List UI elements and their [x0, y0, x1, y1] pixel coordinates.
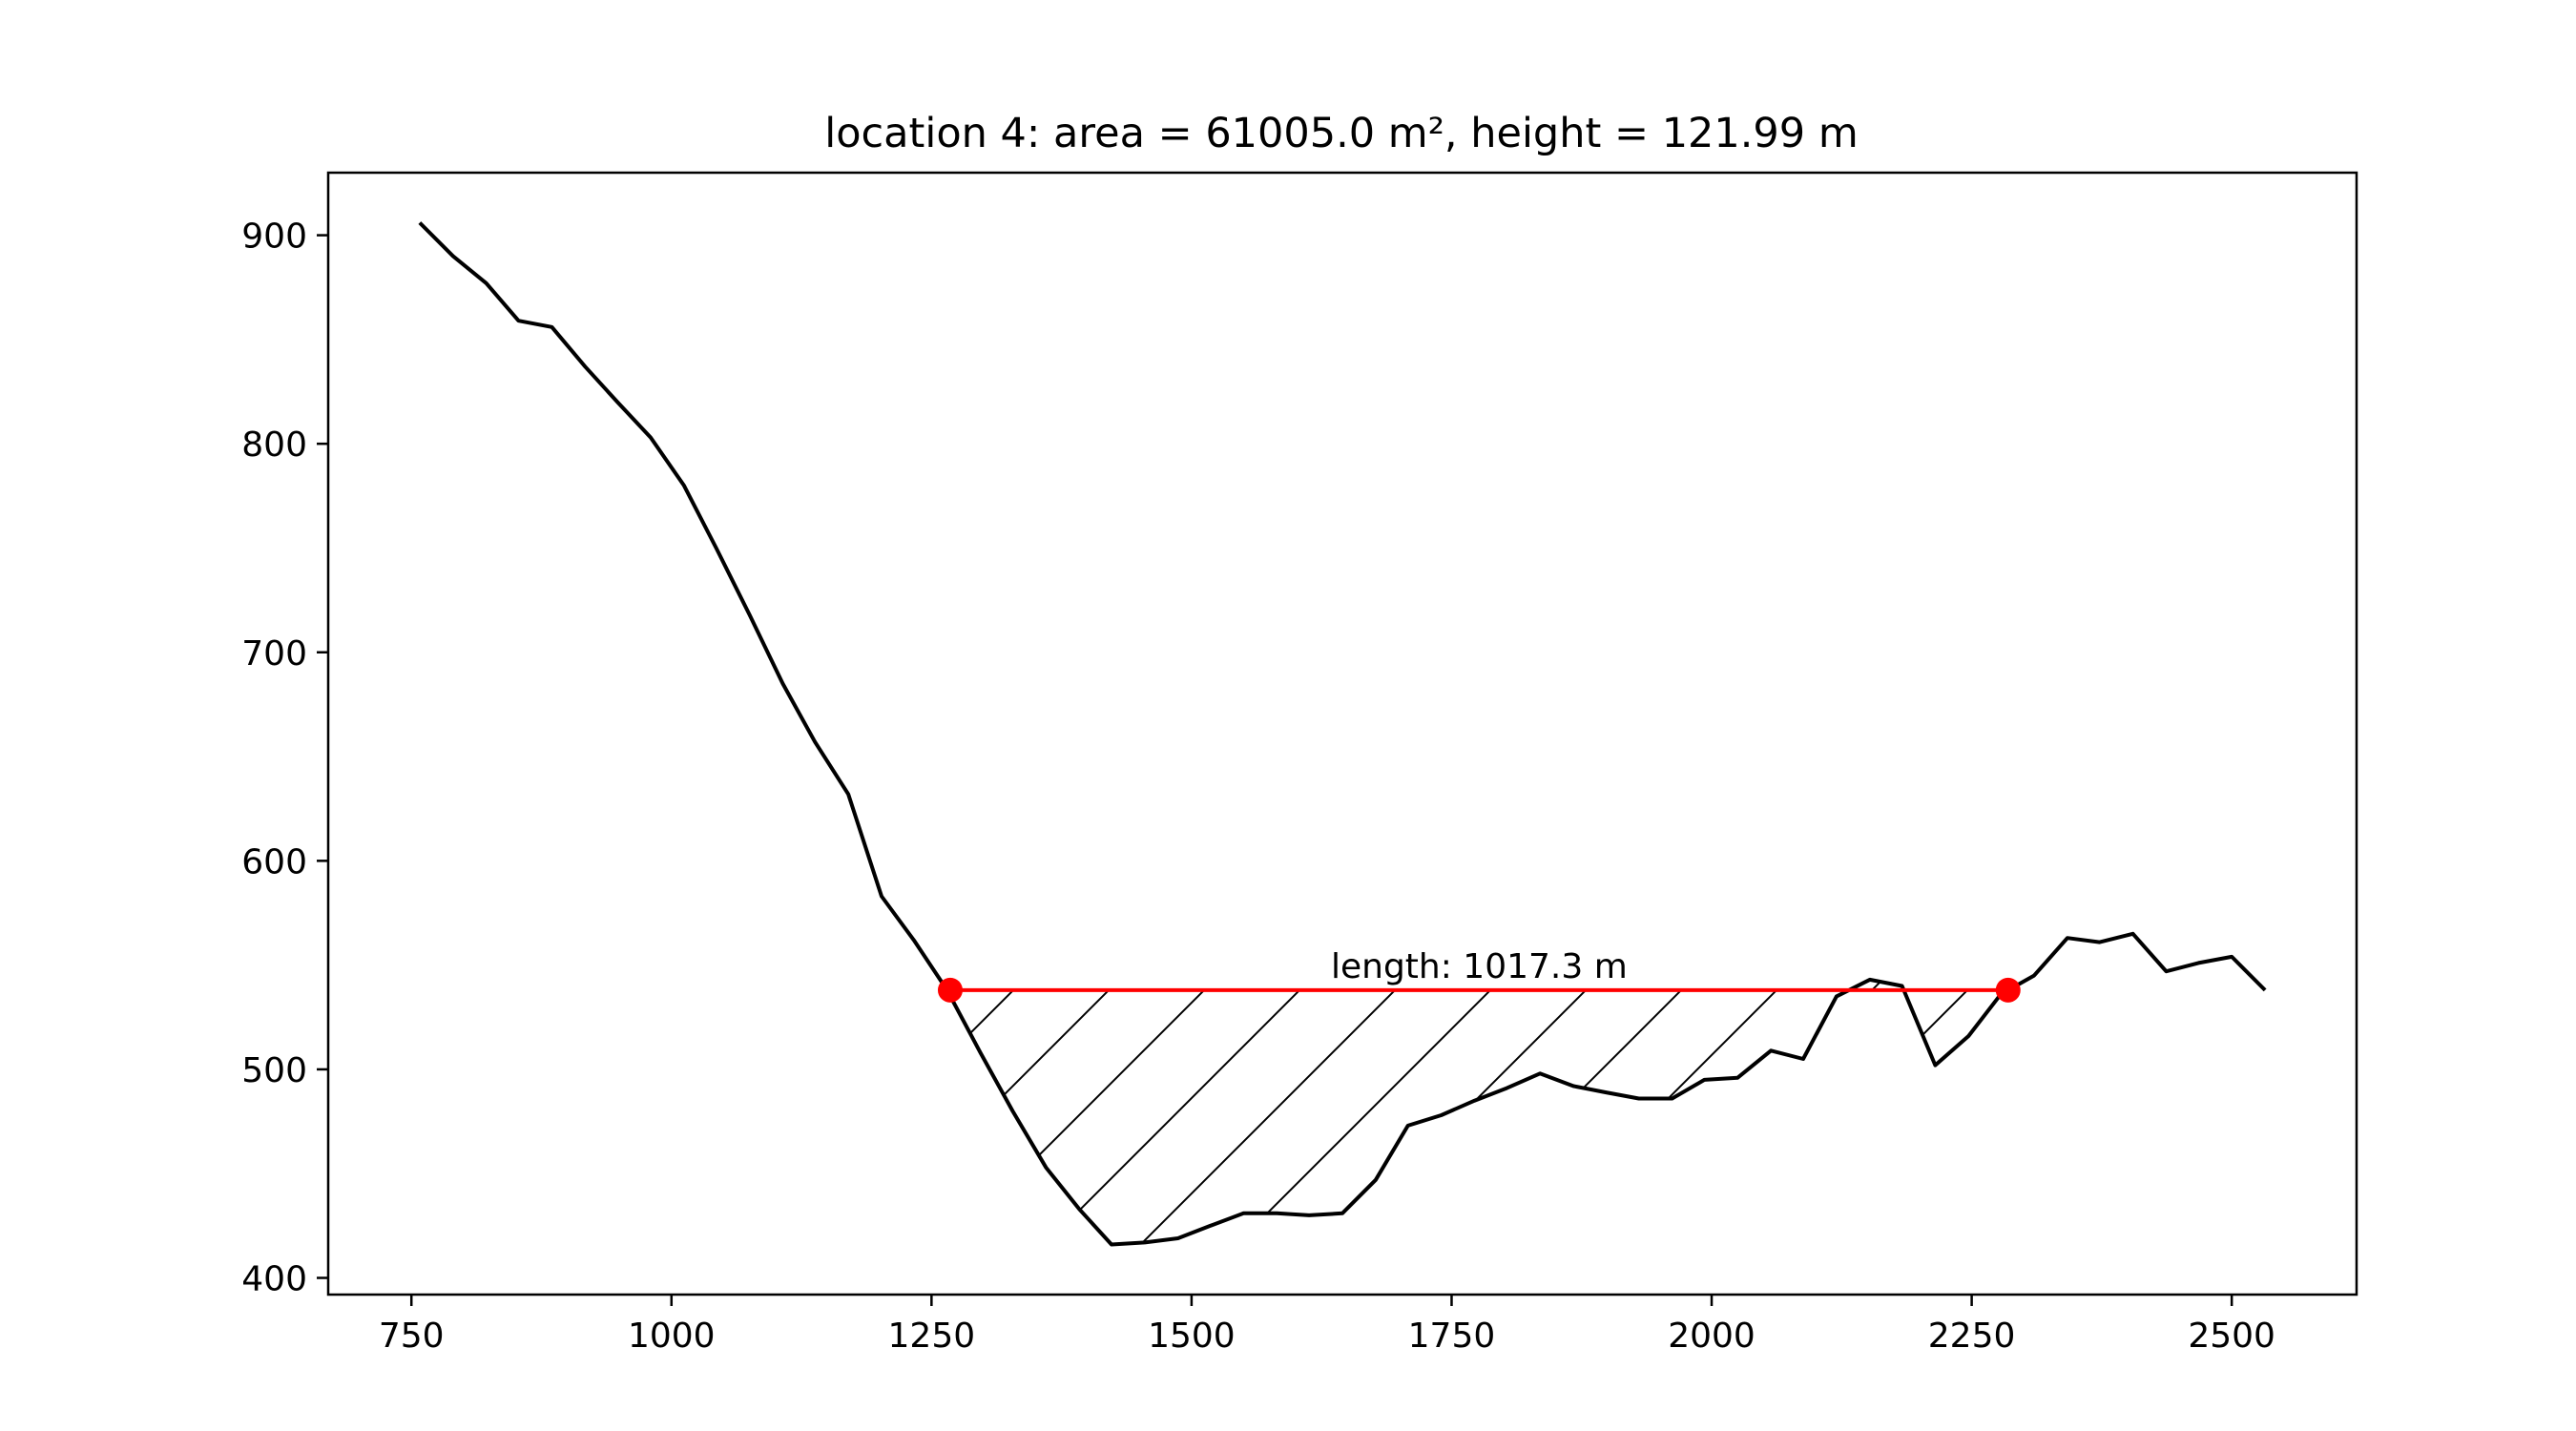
x-tick-label: 1000 — [628, 1317, 716, 1356]
y-tick-label: 400 — [241, 1260, 307, 1299]
terrain-profile-line — [418, 221, 2267, 1247]
length-annotation: length: 1017.3 m — [1331, 947, 1628, 986]
x-tick-label: 750 — [379, 1317, 445, 1356]
y-axis: 400 500 600 700 800 900 — [241, 218, 328, 1299]
x-tick-label: 1750 — [1408, 1317, 1496, 1356]
hatched-area — [950, 979, 2008, 1245]
x-tick-label: 1500 — [1148, 1317, 1236, 1356]
x-tick-label: 2000 — [1668, 1317, 1755, 1356]
x-axis: 750 1000 1250 1500 1750 2000 2250 2500 — [379, 1295, 2275, 1356]
waterline-right-marker — [1995, 977, 2021, 1003]
chart-title: location 4: area = 61005.0 m², height = … — [824, 110, 1858, 157]
plot-frame — [326, 171, 2358, 1296]
waterline-left-marker — [937, 977, 963, 1003]
y-tick-label: 900 — [241, 218, 307, 257]
x-tick-label: 2250 — [1928, 1317, 2016, 1356]
y-tick-label: 500 — [241, 1051, 307, 1090]
y-tick-label: 800 — [241, 425, 307, 465]
y-tick-label: 700 — [241, 634, 307, 674]
x-tick-label: 1250 — [888, 1317, 976, 1356]
x-tick-label: 2500 — [2188, 1317, 2275, 1356]
y-tick-label: 600 — [241, 842, 307, 881]
